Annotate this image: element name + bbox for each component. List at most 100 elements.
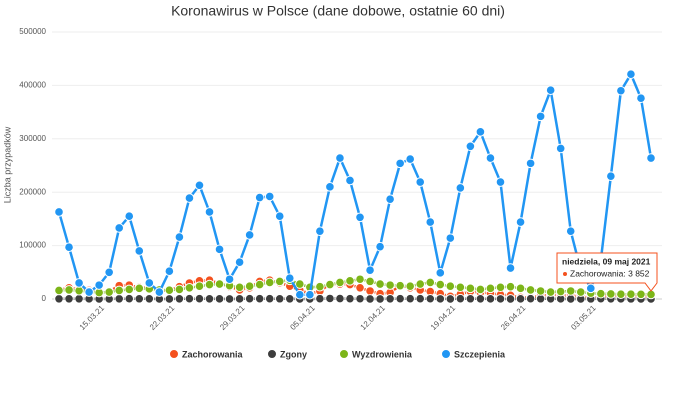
point (74, 293, 84, 304)
point (375, 294, 385, 304)
point (295, 289, 305, 300)
point (465, 283, 476, 294)
point (606, 289, 616, 299)
point (174, 284, 185, 295)
point (545, 287, 556, 297)
point (596, 288, 606, 299)
point (385, 293, 395, 304)
point (525, 285, 536, 295)
y-tick-label: 500000 (19, 27, 46, 36)
tooltip: niedziela, 09 maj 2021 Zachorowania: 3 85… (556, 252, 658, 292)
point (646, 153, 656, 163)
point (295, 279, 305, 289)
point (475, 284, 486, 295)
point (345, 293, 355, 304)
point (395, 293, 405, 304)
x-tick-label: 26.04.21 (499, 303, 528, 332)
point (54, 293, 64, 304)
point (515, 217, 526, 227)
point (365, 265, 375, 275)
point (395, 280, 405, 291)
point (455, 282, 466, 293)
point (435, 279, 446, 290)
point (355, 282, 365, 293)
point (54, 207, 64, 217)
y-tick-label: 100000 (19, 241, 46, 250)
x-tick-label: 29.03.21 (218, 303, 247, 332)
point (184, 293, 195, 304)
point (535, 286, 546, 296)
point (465, 293, 476, 304)
x-tick-label: 12.04.21 (359, 303, 388, 332)
x-tick-label: 03.05.21 (569, 303, 598, 332)
y-axis-label: Liczba przypadków (2, 126, 12, 203)
point (244, 293, 255, 304)
point (335, 153, 345, 163)
point (505, 294, 516, 304)
tooltip-marker (563, 272, 567, 276)
point (525, 158, 536, 169)
y-tick-label: 0 (42, 294, 47, 303)
point (345, 175, 355, 186)
point (234, 257, 245, 267)
point (575, 287, 586, 297)
point (124, 293, 135, 304)
legend-marker (339, 349, 349, 359)
point (475, 127, 486, 137)
point (565, 286, 576, 296)
point (194, 281, 205, 291)
point (274, 276, 285, 287)
point (455, 293, 466, 304)
point (515, 294, 526, 304)
point (184, 282, 195, 293)
point (445, 294, 456, 304)
point (626, 289, 636, 299)
point (174, 232, 185, 242)
point (485, 283, 496, 294)
point (214, 294, 225, 304)
point (315, 281, 325, 292)
point (204, 279, 215, 290)
point (204, 207, 215, 217)
point (505, 263, 516, 273)
point (325, 279, 335, 290)
point (254, 279, 265, 290)
point (174, 293, 185, 304)
legend-label: Zgony (280, 349, 307, 359)
point (485, 294, 496, 304)
point (475, 293, 486, 304)
point (94, 280, 104, 290)
tooltip-title: niedziela, 09 maj 2021 (562, 256, 651, 266)
point (355, 212, 365, 223)
point (144, 293, 155, 304)
point (204, 293, 215, 304)
point (555, 143, 566, 154)
y-tick-label: 200000 (19, 187, 46, 196)
x-tick-label: 19.04.21 (429, 303, 458, 332)
point (395, 158, 405, 169)
point (385, 280, 395, 290)
point (224, 274, 235, 285)
point (505, 281, 516, 292)
point (345, 276, 355, 286)
point (114, 293, 125, 304)
point (164, 285, 175, 295)
point (325, 182, 335, 192)
point (114, 223, 125, 233)
point (515, 283, 526, 294)
point (606, 171, 616, 181)
x-tick-label: 22.03.21 (148, 303, 177, 332)
point (585, 283, 596, 294)
point (104, 287, 114, 297)
point (134, 283, 145, 294)
point (124, 211, 135, 222)
point (144, 278, 155, 288)
point (435, 268, 446, 278)
point (284, 293, 295, 304)
x-tick-label: 05.04.21 (288, 303, 317, 332)
point (405, 154, 415, 164)
point (355, 293, 365, 304)
point (365, 276, 375, 287)
chart-title: Koronawirus w Polsce (dane dobowe, ostat… (171, 3, 505, 19)
